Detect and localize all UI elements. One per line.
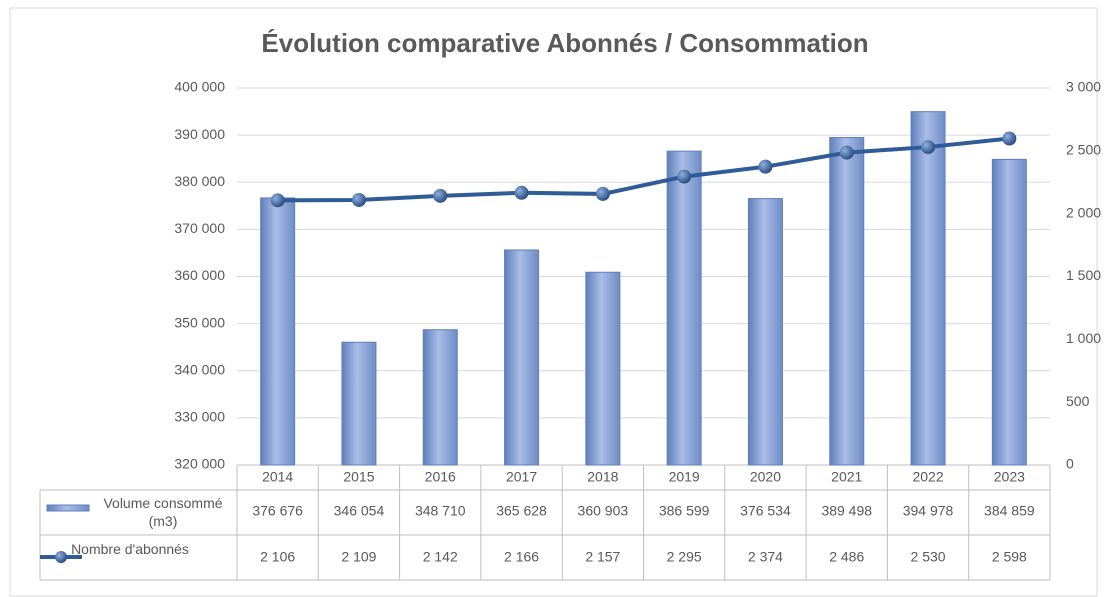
- y2-tick-label: 500: [1066, 393, 1090, 409]
- line: [277, 136, 1010, 203]
- marker: [595, 186, 610, 201]
- bar: [585, 271, 621, 466]
- y-tick-label: 360 000: [174, 267, 225, 283]
- chart-title: Évolution comparative Abonnés / Consomma…: [261, 28, 868, 58]
- marker: [677, 169, 692, 184]
- table-value: 384 859: [984, 503, 1035, 519]
- table-value: 2 142: [423, 549, 458, 565]
- table-value: 346 054: [334, 503, 385, 519]
- marker: [433, 188, 448, 203]
- legend-icon: [55, 551, 67, 563]
- table-value: 348 710: [415, 503, 466, 519]
- y2-tick-label: 2 500: [1066, 142, 1101, 158]
- table-value: 394 978: [903, 503, 954, 519]
- table-value: 386 599: [659, 503, 710, 519]
- marker: [514, 185, 529, 200]
- y2-tick-label: 2 000: [1066, 204, 1101, 220]
- bar: [422, 329, 458, 466]
- y-tick-label: 390 000: [174, 126, 225, 142]
- bar: [504, 249, 540, 466]
- table-value: 360 903: [578, 503, 629, 519]
- table-value: 2 166: [504, 549, 539, 565]
- x-tick-label: 2020: [750, 469, 781, 485]
- x-tick-label: 2016: [425, 469, 456, 485]
- marker: [758, 159, 773, 174]
- x-tick-label: 2014: [262, 469, 293, 485]
- y2-tick-label: 1 500: [1066, 267, 1101, 283]
- table-value: 2 157: [585, 549, 620, 565]
- table-value: 376 534: [740, 503, 791, 519]
- table-value: 389 498: [821, 503, 872, 519]
- y-tick-label: 400 000: [174, 79, 225, 95]
- bar: [910, 111, 946, 466]
- y2-tick-label: 3 000: [1066, 79, 1101, 95]
- bar: [991, 158, 1027, 466]
- y-tick-label: 350 000: [174, 314, 225, 330]
- legend-label: Volume consommé (m3): [103, 495, 223, 529]
- x-tick-label: 2017: [506, 469, 537, 485]
- x-tick-label: 2023: [994, 469, 1025, 485]
- marker: [270, 193, 285, 208]
- x-tick-label: 2022: [912, 469, 943, 485]
- table-value: 2 109: [341, 549, 376, 565]
- table-value: 2 486: [829, 549, 864, 565]
- table-value: 2 530: [911, 549, 946, 565]
- bar: [829, 136, 865, 466]
- y-tick-label: 330 000: [174, 409, 225, 425]
- legend-icon: [46, 504, 90, 512]
- bar: [666, 150, 702, 466]
- legend-label: Nombre d'abonnés: [71, 541, 189, 557]
- y-tick-label: 320 000: [174, 456, 225, 472]
- y-tick-label: 380 000: [174, 173, 225, 189]
- marker: [839, 145, 854, 160]
- y-tick-label: 370 000: [174, 220, 225, 236]
- table-value: 2 295: [667, 549, 702, 565]
- table-value: 365 628: [496, 503, 547, 519]
- y2-tick-label: 1 000: [1066, 330, 1101, 346]
- x-tick-label: 2015: [343, 469, 374, 485]
- table-value: 2 374: [748, 549, 783, 565]
- table-value: 376 676: [252, 503, 303, 519]
- table-value: 2 106: [260, 549, 295, 565]
- y2-tick-label: 0: [1066, 456, 1074, 472]
- table-value: 2 598: [992, 549, 1027, 565]
- bar: [747, 198, 783, 466]
- x-tick-label: 2019: [669, 469, 700, 485]
- x-tick-label: 2018: [587, 469, 618, 485]
- bar: [341, 341, 377, 466]
- marker: [921, 140, 936, 155]
- bar: [260, 197, 296, 466]
- x-tick-label: 2021: [831, 469, 862, 485]
- y-tick-label: 340 000: [174, 361, 225, 377]
- marker: [351, 192, 366, 207]
- marker: [1002, 131, 1017, 146]
